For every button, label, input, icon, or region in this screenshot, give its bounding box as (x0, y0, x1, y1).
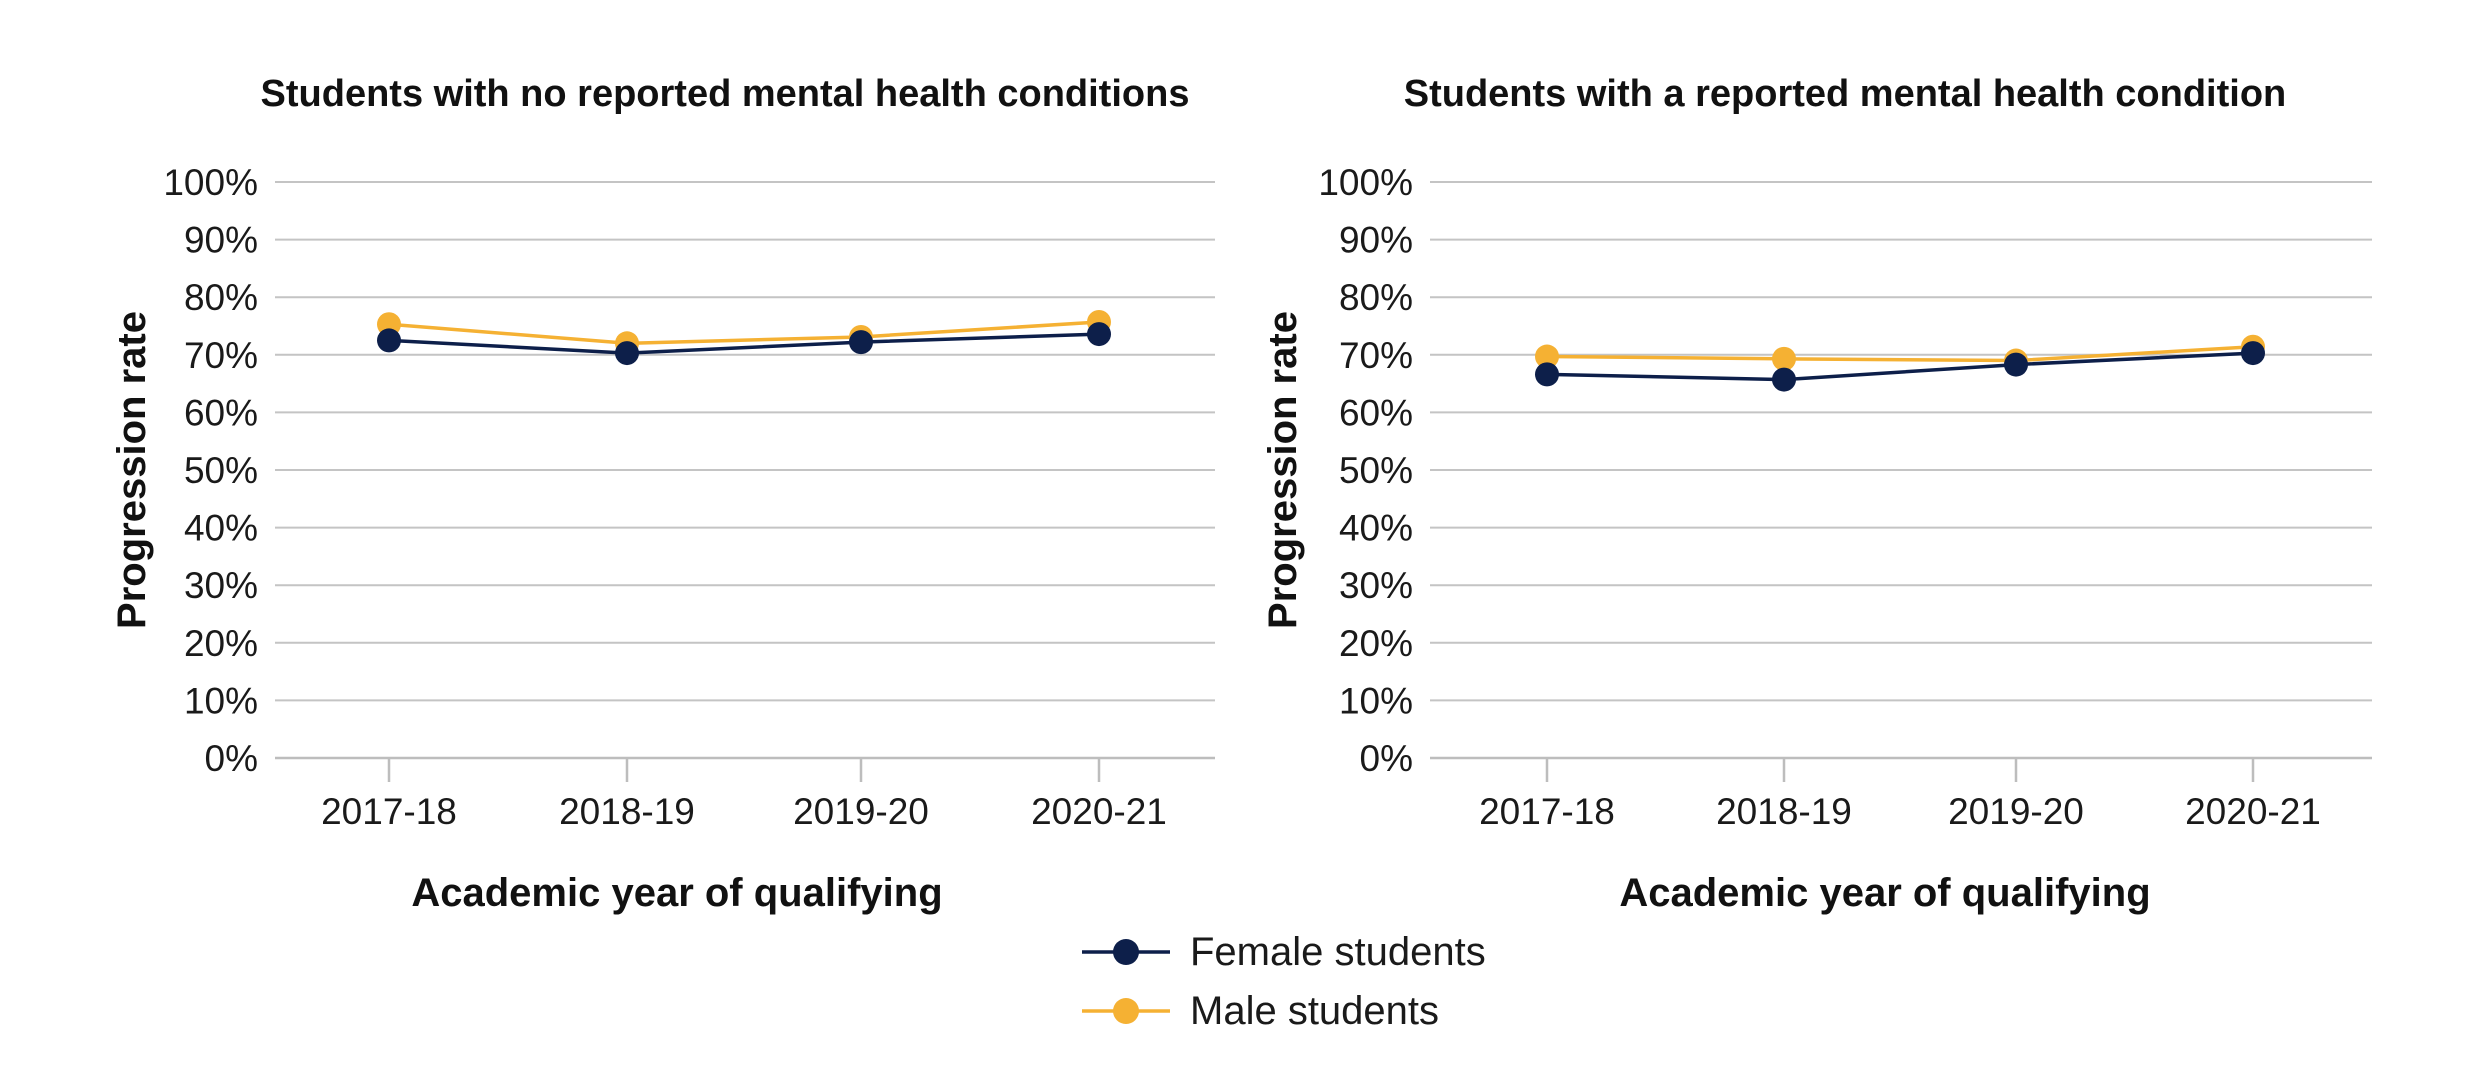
y-tick-label: 70% (1339, 335, 1413, 376)
legend-label-male: Male students (1190, 989, 1439, 1033)
chart-panel-no-condition: Students with no reported mental health … (110, 73, 1215, 915)
y-tick-label: 10% (184, 680, 258, 721)
y-tick-label: 90% (184, 220, 258, 261)
data-point-female (1087, 322, 1111, 347)
y-tick-label: 30% (184, 565, 258, 606)
data-point-female (2004, 352, 2028, 377)
y-tick-label: 60% (184, 392, 258, 433)
y-tick-label: 50% (184, 450, 258, 491)
y-tick-label: 60% (1339, 392, 1413, 433)
y-tick-label: 80% (184, 277, 258, 318)
x-tick-label: 2017-18 (1479, 791, 1615, 832)
data-point-female (1772, 367, 1796, 392)
series-line-female (1546, 351, 2254, 382)
x-tick-label: 2019-20 (1948, 791, 2084, 832)
x-tick-label: 2018-19 (1716, 791, 1852, 832)
y-tick-label: 90% (1339, 220, 1413, 261)
data-point-female (1535, 362, 1559, 387)
y-tick-label: 0% (205, 738, 258, 779)
legend-swatch-marker (1113, 939, 1139, 965)
series-line-female (388, 332, 1100, 355)
y-tick-label: 0% (1360, 738, 1413, 779)
x-tick-label: 2020-21 (2185, 791, 2321, 832)
y-axis-title: Progression rate (1261, 311, 1305, 629)
data-point-female (849, 330, 873, 355)
data-point-male (1772, 346, 1796, 371)
chart-title: Students with a reported mental health c… (1404, 73, 2287, 115)
y-tick-label: 40% (184, 508, 258, 549)
x-tick-label: 2020-21 (1031, 791, 1167, 832)
y-tick-label: 20% (184, 623, 258, 664)
legend-item-male: Male students (1082, 989, 1439, 1033)
y-axis-title: Progression rate (110, 311, 154, 629)
data-point-female (615, 341, 639, 366)
legend: Female students Male students (1082, 930, 1486, 1033)
legend-item-female: Female students (1082, 930, 1486, 974)
y-tick-label: 50% (1339, 450, 1413, 491)
y-tick-label: 10% (1339, 680, 1413, 721)
x-tick-label: 2018-19 (559, 791, 695, 832)
y-tick-label: 70% (184, 335, 258, 376)
y-tick-label: 100% (163, 162, 258, 203)
chart-panel-with-condition: Students with a reported mental health c… (1261, 73, 2372, 915)
series-line-male (1546, 344, 2254, 363)
chart-title: Students with no reported mental health … (261, 73, 1190, 115)
y-tick-label: 80% (1339, 277, 1413, 318)
y-tick-label: 40% (1339, 508, 1413, 549)
y-tick-label: 20% (1339, 623, 1413, 664)
data-point-male (1535, 344, 1559, 369)
x-tick-label: 2017-18 (321, 791, 457, 832)
series-line-male (388, 320, 1100, 346)
legend-swatch-marker (1113, 998, 1139, 1024)
x-tick-label: 2019-20 (793, 791, 929, 832)
y-tick-label: 100% (1318, 162, 1413, 203)
data-point-female (2241, 341, 2265, 366)
x-axis-title: Academic year of qualifying (1619, 871, 2150, 915)
data-point-female (377, 328, 401, 353)
legend-label-female: Female students (1190, 930, 1486, 974)
x-axis-title: Academic year of qualifying (411, 871, 942, 915)
y-tick-label: 30% (1339, 565, 1413, 606)
